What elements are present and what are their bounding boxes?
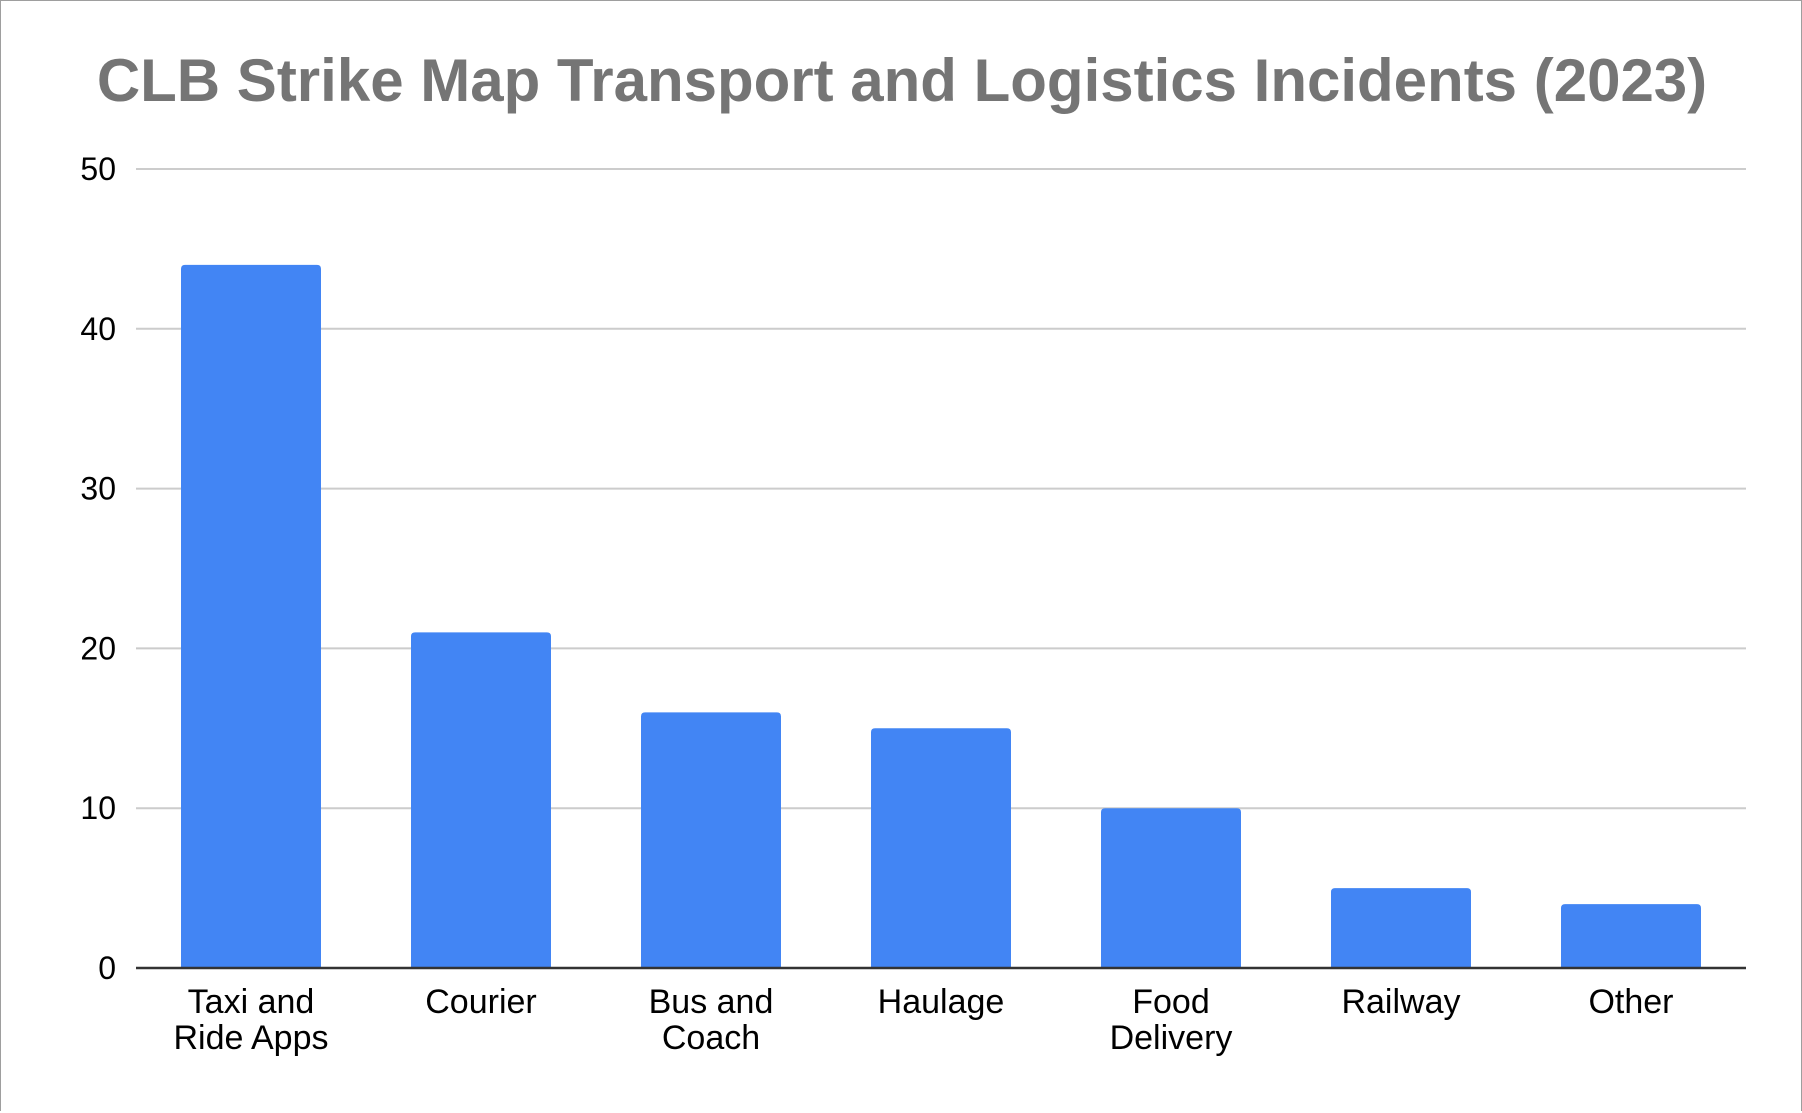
x-category-label-line: Taxi and bbox=[188, 983, 315, 1021]
bar bbox=[1101, 808, 1241, 968]
x-category-label: Other bbox=[1588, 983, 1673, 1021]
x-category-label-line: Bus and bbox=[649, 983, 774, 1021]
x-category-label-line: Courier bbox=[425, 983, 536, 1021]
x-category-label-line: Coach bbox=[662, 1019, 760, 1057]
x-category-label: Courier bbox=[425, 983, 536, 1021]
x-category-label: Haulage bbox=[878, 983, 1005, 1021]
y-tick-label: 10 bbox=[80, 790, 116, 826]
x-category-label: Bus and Coach bbox=[649, 983, 774, 1057]
y-tick-label: 40 bbox=[80, 311, 116, 347]
x-axis-category-labels: Taxi and Ride Apps Courier Bus and Coach Haul… bbox=[174, 983, 1674, 1057]
y-axis-tick-labels: 0 10 20 30 40 50 bbox=[80, 151, 116, 986]
bar bbox=[1561, 904, 1701, 968]
x-category-label-line: Haulage bbox=[878, 983, 1005, 1021]
bars bbox=[181, 264, 1701, 968]
y-tick-label: 0 bbox=[98, 950, 116, 986]
x-category-label-line: Delivery bbox=[1110, 1019, 1233, 1057]
x-category-label-line: Food bbox=[1132, 983, 1210, 1021]
chart-title: CLB Strike Map Transport and Logistics I… bbox=[97, 47, 1707, 114]
y-tick-label: 20 bbox=[80, 630, 116, 666]
x-category-label: Food Delivery bbox=[1110, 983, 1233, 1057]
gridlines bbox=[136, 168, 1746, 810]
bar bbox=[181, 264, 321, 968]
x-category-label: Taxi and Ride Apps bbox=[174, 983, 329, 1057]
y-tick-label: 50 bbox=[80, 151, 116, 187]
bar bbox=[871, 728, 1011, 968]
x-category-label: Railway bbox=[1341, 983, 1460, 1021]
y-tick-label: 30 bbox=[80, 471, 116, 507]
x-category-label-line: Railway bbox=[1341, 983, 1460, 1021]
bar bbox=[1331, 888, 1471, 968]
bar bbox=[411, 632, 551, 968]
x-category-label-line: Other bbox=[1588, 983, 1673, 1021]
x-category-label-line: Ride Apps bbox=[174, 1019, 329, 1057]
bar bbox=[641, 712, 781, 968]
